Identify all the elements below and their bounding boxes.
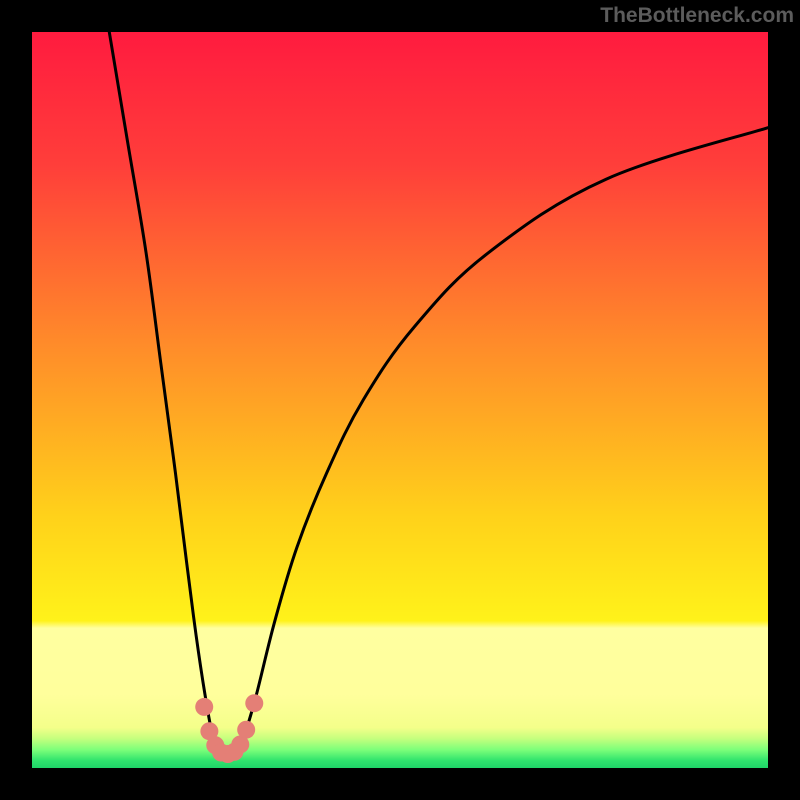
chart-root: TheBottleneck.com <box>0 0 800 800</box>
valley-marker <box>245 694 263 712</box>
watermark-text: TheBottleneck.com <box>600 4 794 28</box>
plot-area <box>32 32 768 768</box>
bottleneck-curve <box>109 32 768 757</box>
valley-marker <box>195 698 213 716</box>
valley-marker <box>237 721 255 739</box>
curves-layer <box>32 32 768 768</box>
